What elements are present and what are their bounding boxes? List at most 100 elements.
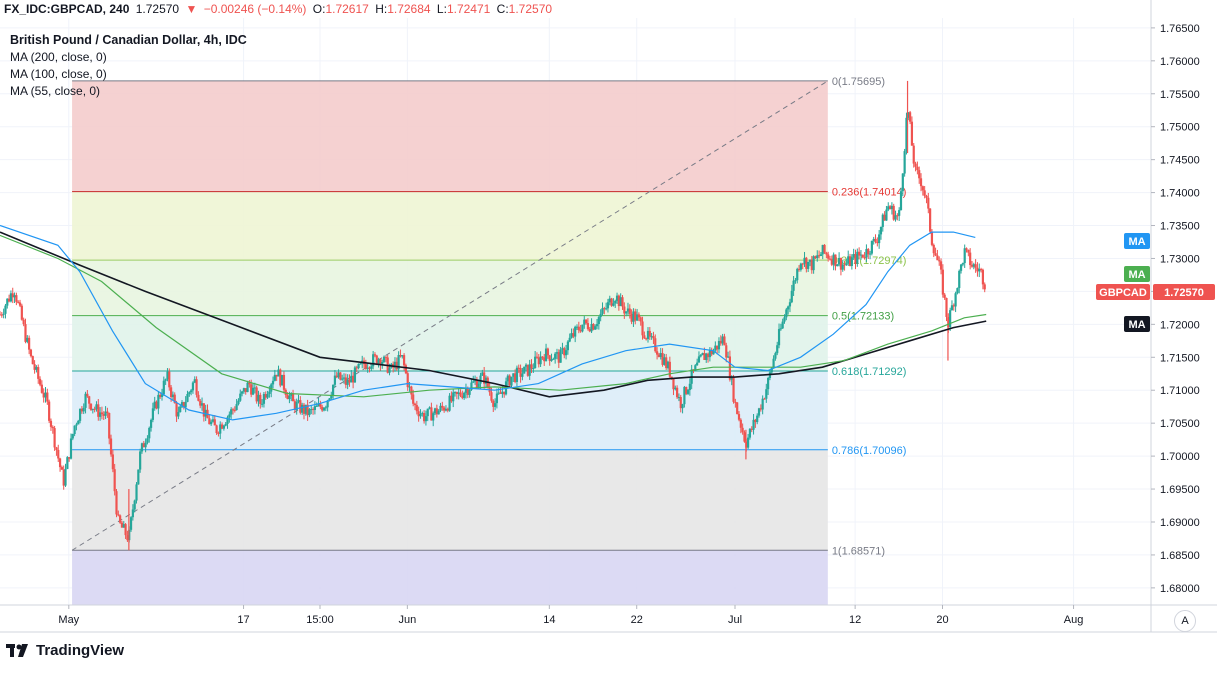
candle-body[interactable] bbox=[284, 389, 287, 396]
candle-body[interactable] bbox=[55, 447, 58, 450]
candle-body[interactable] bbox=[639, 317, 642, 322]
candle-body[interactable] bbox=[794, 280, 797, 282]
candle-body[interactable] bbox=[783, 317, 786, 322]
candle-body[interactable] bbox=[510, 376, 513, 386]
candle-body[interactable] bbox=[388, 367, 391, 373]
candle-body[interactable] bbox=[763, 398, 766, 400]
candle-body[interactable] bbox=[655, 351, 659, 355]
candle-body[interactable] bbox=[261, 403, 264, 405]
candle-body[interactable] bbox=[8, 298, 11, 302]
tradingview-logo[interactable]: TradingView bbox=[6, 642, 124, 659]
candle-body[interactable] bbox=[686, 390, 690, 394]
candle-body[interactable] bbox=[534, 356, 537, 369]
candle-body[interactable] bbox=[2, 313, 5, 315]
candle-body[interactable] bbox=[308, 409, 311, 416]
candle-body[interactable] bbox=[803, 257, 806, 264]
candle-body[interactable] bbox=[843, 264, 846, 266]
candle-body[interactable] bbox=[299, 400, 302, 413]
candle-body[interactable] bbox=[175, 403, 178, 417]
candle-body[interactable] bbox=[417, 411, 420, 417]
candle-body[interactable] bbox=[426, 408, 429, 417]
candle-body[interactable] bbox=[355, 367, 358, 369]
candle-body[interactable] bbox=[868, 253, 872, 255]
candle-body[interactable] bbox=[949, 310, 952, 328]
candle-body[interactable] bbox=[58, 458, 62, 468]
candle-body[interactable] bbox=[131, 509, 134, 518]
candle-body[interactable] bbox=[117, 514, 120, 516]
candle-body[interactable] bbox=[275, 374, 278, 377]
candle-body[interactable] bbox=[757, 408, 761, 416]
candle-body[interactable] bbox=[140, 443, 144, 452]
candle-body[interactable] bbox=[901, 173, 904, 192]
candle-body[interactable] bbox=[572, 333, 575, 337]
candle-body[interactable] bbox=[18, 302, 22, 306]
candle-body[interactable] bbox=[62, 469, 65, 486]
candle-body[interactable] bbox=[614, 300, 617, 304]
candle-body[interactable] bbox=[57, 449, 60, 459]
candle-body[interactable] bbox=[564, 350, 568, 356]
candle-body[interactable] bbox=[366, 367, 369, 369]
candle-body[interactable] bbox=[888, 206, 892, 210]
candle-body[interactable] bbox=[333, 375, 337, 385]
candle-body[interactable] bbox=[643, 335, 646, 339]
candle-body[interactable] bbox=[233, 409, 236, 411]
candle-body[interactable] bbox=[401, 355, 404, 357]
candle-body[interactable] bbox=[517, 367, 520, 369]
candle-body[interactable] bbox=[726, 356, 730, 358]
candle-body[interactable] bbox=[251, 387, 255, 395]
candle-body[interactable] bbox=[714, 345, 717, 351]
candle-body[interactable] bbox=[166, 371, 169, 380]
candle-body[interactable] bbox=[348, 379, 351, 383]
candle-body[interactable] bbox=[179, 406, 182, 413]
candle-body[interactable] bbox=[983, 284, 986, 290]
candle-body[interactable] bbox=[342, 377, 346, 379]
candle-body[interactable] bbox=[650, 336, 653, 338]
candle-body[interactable] bbox=[696, 362, 699, 366]
candle-body[interactable] bbox=[630, 313, 633, 322]
candle-body[interactable] bbox=[750, 428, 753, 430]
candle-body[interactable] bbox=[910, 121, 914, 146]
candle-body[interactable] bbox=[597, 317, 600, 325]
candle-body[interactable] bbox=[848, 256, 852, 266]
candle-body[interactable] bbox=[483, 372, 486, 384]
candle-body[interactable] bbox=[461, 395, 464, 398]
candle-body[interactable] bbox=[765, 389, 768, 399]
candle-body[interactable] bbox=[270, 384, 273, 392]
candle-body[interactable] bbox=[190, 390, 193, 393]
candle-body[interactable] bbox=[410, 386, 413, 395]
candle-body[interactable] bbox=[168, 371, 171, 388]
candle-body[interactable] bbox=[40, 384, 43, 393]
candle-body[interactable] bbox=[88, 396, 91, 404]
candle-body[interactable] bbox=[335, 375, 338, 378]
candle-body[interactable] bbox=[337, 372, 340, 378]
candle-body[interactable] bbox=[38, 378, 42, 385]
candle-body[interactable] bbox=[674, 387, 677, 390]
candle-body[interactable] bbox=[548, 355, 551, 361]
candle-body[interactable] bbox=[364, 364, 367, 369]
candle-body[interactable] bbox=[530, 364, 533, 369]
candle-body[interactable] bbox=[890, 205, 893, 210]
last-price-tag-bg[interactable] bbox=[1153, 284, 1215, 300]
candle-body[interactable] bbox=[834, 254, 837, 267]
candle-body[interactable] bbox=[433, 408, 437, 414]
candle-body[interactable] bbox=[805, 257, 808, 269]
candle-body[interactable] bbox=[368, 367, 371, 369]
candle-body[interactable] bbox=[812, 256, 815, 271]
candle-body[interactable] bbox=[211, 419, 215, 422]
candle-body[interactable] bbox=[894, 215, 897, 220]
candle-body[interactable] bbox=[357, 363, 360, 369]
candle-body[interactable] bbox=[699, 355, 702, 357]
candle-body[interactable] bbox=[874, 238, 877, 242]
candle-body[interactable] bbox=[375, 355, 378, 365]
candle-body[interactable] bbox=[570, 333, 573, 338]
candle-body[interactable] bbox=[297, 400, 300, 403]
candle-body[interactable] bbox=[248, 382, 251, 385]
candle-body[interactable] bbox=[776, 345, 779, 354]
candle-body[interactable] bbox=[493, 403, 497, 407]
candle-body[interactable] bbox=[710, 349, 713, 355]
candle-body[interactable] bbox=[615, 295, 619, 301]
candle-body[interactable] bbox=[625, 311, 628, 314]
candle-body[interactable] bbox=[51, 426, 54, 429]
candle-body[interactable] bbox=[317, 403, 320, 406]
